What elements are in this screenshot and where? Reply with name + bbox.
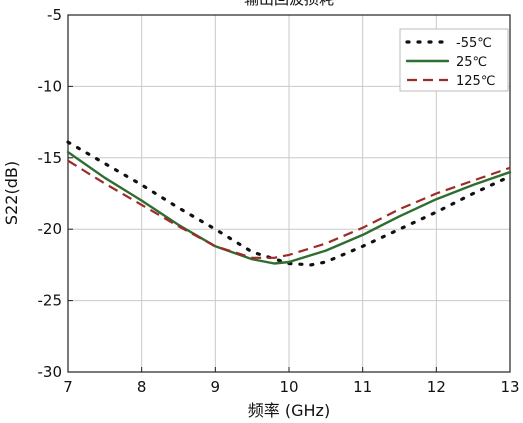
legend: -55℃ 25℃ 125℃ [399,28,509,92]
x-tick-label: 11 [353,378,372,396]
legend-label-series-2: 25℃ [456,55,487,70]
series-line-1 [66,140,512,267]
x-tick-label: 13 [500,378,519,396]
x-tick-label: 7 [63,378,73,396]
chart-title: 输出回波损耗 [244,0,334,8]
x-tick-label: 8 [137,378,147,396]
y-tick-label: -15 [38,149,63,167]
x-axis-title: 频率 (GHz) [248,401,330,420]
x-tick-label: 10 [279,378,298,396]
series-line-2 [66,150,512,265]
series-lines [66,140,512,267]
axis-ticks: 7 8 9 10 11 12 13 -5 -10 -15 -20 -25 -30 [38,6,520,396]
x-tick-label: 9 [211,378,221,396]
y-tick-label: -25 [38,292,63,310]
y-tick-label: -10 [38,77,63,95]
y-axis-title: S22(dB) [2,161,21,225]
legend-label-series-3: 125℃ [456,74,495,89]
y-tick-label: -20 [38,220,63,238]
legend-label-series-1: -55℃ [456,36,492,51]
x-tick-label: 12 [427,378,446,396]
y-tick-label: -30 [38,363,63,381]
y-tick-label: -5 [47,6,62,24]
